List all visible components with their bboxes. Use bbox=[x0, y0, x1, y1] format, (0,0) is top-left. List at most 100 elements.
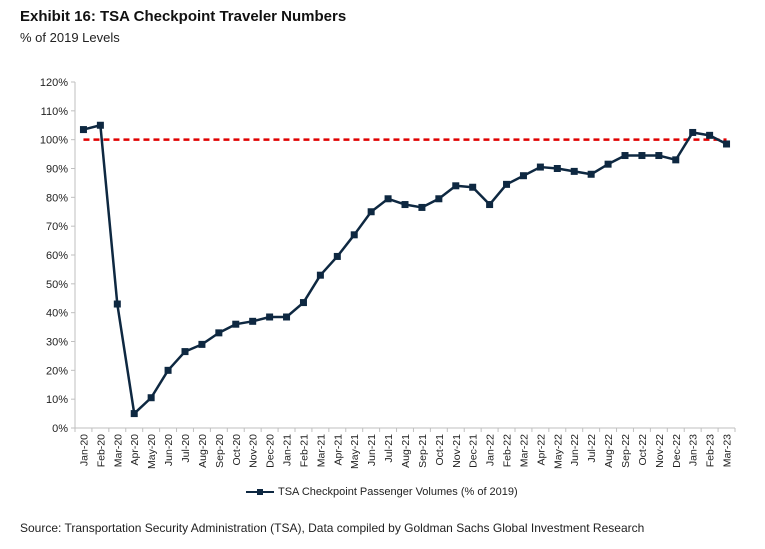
legend-swatch bbox=[246, 487, 274, 497]
data-point bbox=[553, 165, 561, 172]
y-tick-label: 40% bbox=[46, 308, 68, 320]
data-point bbox=[384, 195, 392, 203]
x-tick-label: Feb-23 bbox=[705, 434, 717, 467]
x-tick-label: Apr-22 bbox=[535, 434, 547, 466]
y-tick-label: 30% bbox=[46, 337, 68, 349]
y-tick-label: 20% bbox=[46, 365, 68, 377]
data-point bbox=[266, 313, 274, 321]
data-point bbox=[655, 152, 663, 160]
data-point bbox=[113, 300, 121, 308]
y-tick-label: 80% bbox=[46, 192, 68, 204]
x-tick-label: May-20 bbox=[146, 434, 158, 469]
chart-subtitle: % of 2019 Levels bbox=[20, 30, 120, 45]
data-point bbox=[333, 252, 341, 260]
y-tick-label: 120% bbox=[40, 77, 68, 89]
series-group bbox=[79, 121, 731, 418]
x-tick-label: Dec-21 bbox=[468, 434, 480, 468]
x-tick-label: Feb-21 bbox=[298, 434, 310, 467]
x-tick-label: Mar-23 bbox=[722, 434, 734, 467]
x-tick-label: Aug-20 bbox=[197, 434, 209, 468]
data-point bbox=[215, 329, 223, 337]
data-point bbox=[198, 340, 206, 348]
x-tick-label: Jan-21 bbox=[282, 434, 294, 466]
x-tick-label: Feb-20 bbox=[95, 434, 107, 467]
x-tick-label: Apr-20 bbox=[129, 434, 141, 466]
data-point bbox=[452, 182, 460, 190]
data-point bbox=[435, 195, 443, 203]
x-tick-label: Aug-22 bbox=[603, 434, 615, 468]
data-point bbox=[283, 313, 291, 321]
x-tick-label: Dec-20 bbox=[265, 434, 277, 468]
data-point bbox=[587, 170, 595, 178]
x-tick-label: Jun-20 bbox=[163, 434, 175, 466]
x-tick-label: Sep-22 bbox=[620, 434, 632, 468]
y-tick-label: 60% bbox=[46, 250, 68, 262]
y-tick-label: 110% bbox=[41, 106, 69, 118]
x-tick-label: Nov-21 bbox=[451, 434, 463, 468]
y-tick-label: 50% bbox=[46, 279, 68, 291]
x-tick-label: Jan-23 bbox=[688, 434, 700, 466]
x-tick-label: Oct-20 bbox=[231, 434, 243, 466]
data-point bbox=[249, 317, 257, 325]
x-tick-label: Mar-21 bbox=[315, 434, 327, 467]
x-tick-label: May-22 bbox=[552, 434, 564, 469]
data-point bbox=[604, 160, 612, 168]
chart-title: Exhibit 16: TSA Checkpoint Traveler Numb… bbox=[20, 8, 347, 25]
x-tick-label: Jul-21 bbox=[383, 434, 395, 463]
data-point bbox=[418, 203, 426, 211]
y-tick-label: 100% bbox=[40, 135, 68, 147]
x-tick-label: May-21 bbox=[349, 434, 361, 469]
x-tick-label: Feb-22 bbox=[502, 434, 514, 467]
y-tick-label: 70% bbox=[46, 221, 68, 233]
x-tick-label: Apr-21 bbox=[332, 434, 344, 466]
data-point bbox=[79, 126, 87, 134]
data-point bbox=[536, 163, 544, 171]
data-point bbox=[181, 348, 189, 356]
data-point bbox=[689, 128, 697, 136]
data-point bbox=[570, 167, 578, 175]
legend: TSA Checkpoint Passenger Volumes (% of 2… bbox=[246, 486, 518, 498]
y-tick-label: 10% bbox=[46, 394, 68, 406]
x-tick-label: Aug-21 bbox=[400, 434, 412, 468]
x-tick-label: Jun-22 bbox=[569, 434, 581, 466]
data-point bbox=[164, 366, 172, 374]
x-tick-label: Jan-22 bbox=[485, 434, 497, 466]
y-tick-label: 0% bbox=[52, 423, 68, 435]
data-point bbox=[316, 271, 324, 279]
data-point bbox=[519, 172, 527, 180]
data-point bbox=[638, 152, 646, 160]
legend-label: TSA Checkpoint Passenger Volumes (% of 2… bbox=[278, 486, 518, 498]
x-tick-label: Mar-22 bbox=[518, 434, 530, 467]
data-point bbox=[706, 131, 714, 139]
data-point bbox=[299, 299, 307, 307]
data-point bbox=[130, 410, 138, 418]
x-tick-label: Nov-22 bbox=[654, 434, 666, 468]
data-point bbox=[401, 201, 409, 209]
data-point bbox=[350, 231, 358, 239]
data-point bbox=[96, 121, 104, 129]
data-point bbox=[232, 320, 240, 328]
data-point bbox=[486, 201, 494, 209]
data-point bbox=[503, 180, 511, 188]
x-tick-label: Jan-20 bbox=[78, 434, 90, 466]
series-line bbox=[83, 124, 728, 415]
x-tick-label: Jul-20 bbox=[180, 434, 192, 463]
x-tick-label: Oct-21 bbox=[434, 434, 446, 466]
x-tick-label: Sep-21 bbox=[417, 434, 429, 468]
x-tick-label: Sep-20 bbox=[214, 434, 226, 468]
x-tick-label: Oct-22 bbox=[637, 434, 649, 466]
y-tick-label: 90% bbox=[46, 164, 68, 176]
x-tick-label: Mar-20 bbox=[112, 434, 124, 467]
y-axis: 0% 10% 20% 30% 40% 50% 60% 70% 80% 90% 100% 110% 120… bbox=[40, 77, 76, 435]
x-tick-label: Dec-22 bbox=[671, 434, 683, 468]
data-point bbox=[147, 394, 155, 402]
data-point bbox=[672, 156, 680, 164]
x-tick-label: Nov-20 bbox=[248, 434, 260, 468]
x-tick-label: Jun-21 bbox=[366, 434, 378, 466]
data-point bbox=[621, 152, 629, 160]
data-point bbox=[723, 140, 731, 148]
data-point bbox=[367, 208, 375, 216]
x-tick-label: Jul-22 bbox=[586, 434, 598, 463]
source-note: Source: Transportation Security Administ… bbox=[20, 521, 645, 535]
